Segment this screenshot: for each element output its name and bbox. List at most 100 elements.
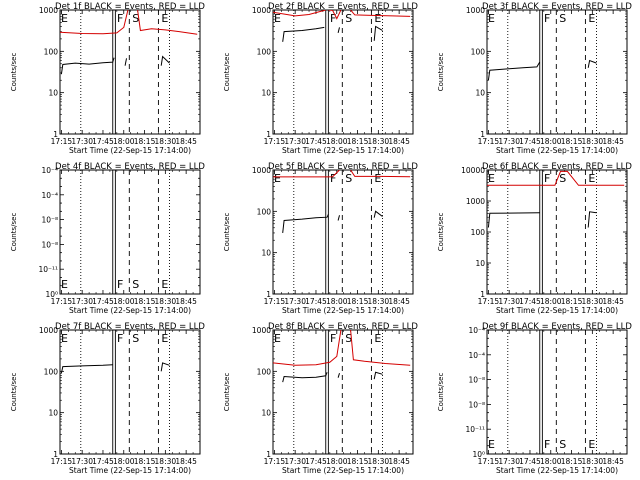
x-tick-label: 17:45 xyxy=(519,297,541,306)
y-tick-label: 10⁻⁸ xyxy=(468,376,485,385)
x-tick-label: 17:30 xyxy=(284,137,306,146)
marker-letter-left: E xyxy=(274,332,281,345)
x-tick-label: 17:15 xyxy=(478,137,500,146)
detector-panel-9: Det 9f BLACK = Events, RED = LLD 10⁰ 10⁻¹¹… xyxy=(437,322,632,475)
y-tick-label: 10⁻⁴ xyxy=(41,191,58,200)
events-series-line xyxy=(487,61,541,81)
x-tick-label: 18:30 xyxy=(368,297,390,306)
x-tick-label: 17:15 xyxy=(51,297,73,306)
y-tick-label: 1 xyxy=(266,450,271,459)
y-axis-label: Counts/sec xyxy=(223,213,231,252)
x-tick-label: 18:45 xyxy=(388,137,410,146)
lld-series-line xyxy=(60,10,129,35)
y-axis-label: Counts/sec xyxy=(437,53,445,92)
panel-title: Det 3f BLACK = Events, RED = LLD xyxy=(482,2,632,12)
plot-frame xyxy=(59,9,201,135)
marker-letter: E xyxy=(588,172,595,185)
x-tick-label: 17:30 xyxy=(71,297,93,306)
y-tick-label: 10 xyxy=(261,89,271,98)
x-tick-label: 17:45 xyxy=(519,457,541,466)
y-tick-label: 100 xyxy=(471,228,486,237)
marker-letter: E xyxy=(374,12,381,25)
events-series-line xyxy=(160,55,170,66)
x-tick-label: 17:45 xyxy=(305,137,327,146)
x-tick-label: 18:45 xyxy=(602,457,624,466)
marker-letter: F xyxy=(330,172,336,185)
events-series-line xyxy=(337,215,340,221)
x-tick-label: 17:45 xyxy=(92,297,114,306)
plot-frame xyxy=(59,169,201,295)
x-tick-label: 18:00 xyxy=(113,137,135,146)
y-axis-label: Counts/sec xyxy=(10,373,18,412)
y-axis-label: Counts/sec xyxy=(437,373,445,412)
x-tick-label: 17:45 xyxy=(92,137,114,146)
lld-series-line xyxy=(273,330,342,366)
lld-series-line xyxy=(273,10,326,17)
lld-series-line xyxy=(487,170,625,186)
marker-letter-left: E xyxy=(488,172,495,185)
x-tick-label: 18:15 xyxy=(561,457,583,466)
x-axis-label: Start Time (22-Sep-15 17:14:00) xyxy=(496,306,618,315)
x-tick-label: 18:30 xyxy=(368,137,390,146)
y-tick-label: 1000 xyxy=(252,6,271,15)
x-tick-label: 18:30 xyxy=(368,457,390,466)
x-tick-label: 18:15 xyxy=(347,297,369,306)
x-tick-label: 18:15 xyxy=(347,137,369,146)
events-series-line xyxy=(60,57,115,75)
marker-letter-left: E xyxy=(274,12,281,25)
marker-letter: F xyxy=(117,12,123,25)
y-tick-label: 1000 xyxy=(39,326,58,335)
marker-letter: F xyxy=(117,278,123,291)
marker-letter: S xyxy=(345,12,352,25)
x-axis-label: Start Time (22-Sep-15 17:14:00) xyxy=(69,306,191,315)
detector-panel-1: Det 1f BLACK = Events, RED = LLD 1 10 100 10… xyxy=(10,2,205,155)
x-tick-label: 18:30 xyxy=(155,297,177,306)
y-tick-label: 10 xyxy=(48,89,58,98)
x-axis-label: Start Time (22-Sep-15 17:14:00) xyxy=(69,466,191,475)
events-series-line xyxy=(373,25,383,41)
x-tick-label: 18:30 xyxy=(155,457,177,466)
plot-frame xyxy=(272,9,414,135)
x-tick-label: 18:15 xyxy=(347,457,369,466)
x-axis-label: Start Time (22-Sep-15 17:14:00) xyxy=(282,146,404,155)
y-tick-label: 10 xyxy=(48,409,58,418)
marker-letter: S xyxy=(132,278,139,291)
x-tick-label: 17:30 xyxy=(498,457,520,466)
y-tick-label: 100 xyxy=(44,367,59,376)
x-tick-label: 17:30 xyxy=(498,137,520,146)
marker-letter: F xyxy=(544,12,550,25)
x-tick-label: 18:15 xyxy=(134,297,156,306)
x-tick-label: 18:30 xyxy=(582,457,604,466)
y-tick-label: 100 xyxy=(257,47,272,56)
detector-panel-6: Det 6f BLACK = Events, RED = LLD 1 10 100 10… xyxy=(437,162,632,315)
y-tick-label: 10⁻⁴ xyxy=(468,351,485,360)
lld-series-line xyxy=(328,10,342,20)
y-axis-label: Counts/sec xyxy=(10,213,18,252)
marker-letter: F xyxy=(330,332,336,345)
x-tick-label: 17:45 xyxy=(92,457,114,466)
x-tick-label: 18:45 xyxy=(175,457,197,466)
plot-frame xyxy=(272,329,414,455)
events-series-line xyxy=(373,210,383,218)
y-tick-label: 1000 xyxy=(466,6,485,15)
x-tick-label: 18:15 xyxy=(561,297,583,306)
y-tick-label: 1 xyxy=(480,290,485,299)
marker-letter: S xyxy=(559,12,566,25)
y-tick-label: 1000 xyxy=(39,6,58,15)
y-tick-label: 100 xyxy=(257,367,272,376)
x-tick-label: 18:30 xyxy=(582,297,604,306)
marker-letter: S xyxy=(559,172,566,185)
x-axis-label: Start Time (22-Sep-15 17:14:00) xyxy=(496,466,618,475)
x-tick-label: 17:30 xyxy=(284,297,306,306)
x-tick-label: 17:45 xyxy=(519,137,541,146)
y-axis-label: Counts/sec xyxy=(223,373,231,412)
y-axis-label: Counts/sec xyxy=(10,53,18,92)
lld-series-line xyxy=(273,170,340,178)
x-tick-label: 18:45 xyxy=(175,297,197,306)
x-tick-label: 17:15 xyxy=(478,297,500,306)
x-tick-label: 17:15 xyxy=(478,457,500,466)
detector-panel-3: Det 3f BLACK = Events, RED = LLD 1 10 100 10… xyxy=(437,2,632,155)
panel-title: Det 2f BLACK = Events, RED = LLD xyxy=(268,2,418,12)
panel-title: Det 1f BLACK = Events, RED = LLD xyxy=(55,2,205,12)
x-tick-label: 17:15 xyxy=(51,137,73,146)
